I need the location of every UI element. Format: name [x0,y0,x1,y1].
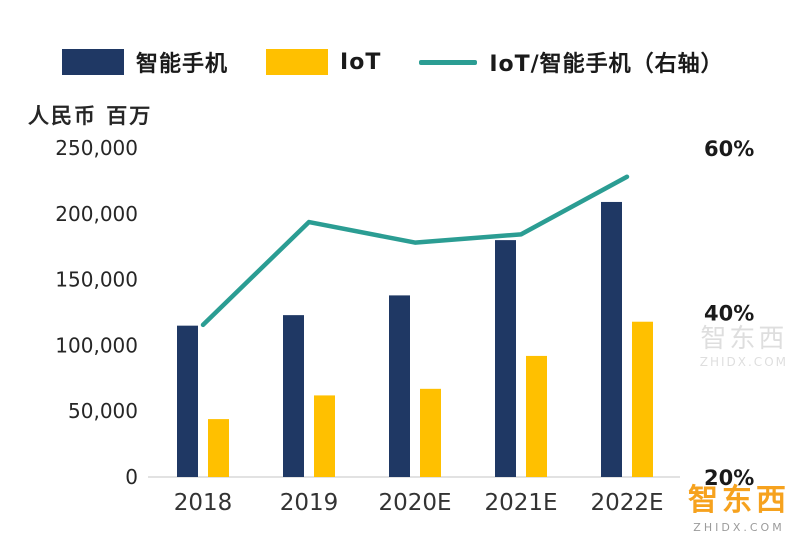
left-axis-tick-label: 50,000 [68,399,138,423]
x-axis-category-label: 2018 [174,490,233,516]
bar-IoT-2018 [208,419,229,477]
left-axis-tick-label: 100,000 [55,333,138,357]
smartphone-swatch [62,49,124,75]
left-axis-tick-label: 200,000 [55,202,138,226]
right-axis-tick-label: 40% [704,302,754,326]
bar-IoT-2021E [526,355,547,477]
legend-label-iot: IoT [340,49,382,75]
legend-label-smartphone: 智能手机 [136,52,229,77]
left-axis-tick-label: 250,000 [55,136,138,160]
left-axis-tick-label: 150,000 [55,268,138,292]
x-axis-category-label: 2020E [378,490,451,516]
legend: 智能手机 IoT IoT/智能手机（右轴） [62,46,724,78]
right-axis-tick-label: 20% [704,466,754,490]
legend-item-iot: IoT [266,49,381,75]
left-axis-tick-label: 0 [125,465,138,489]
legend-item-smartphone: 智能手机 [62,46,228,78]
x-axis-category-label: 2022E [590,490,663,516]
x-axis-category-label: 2019 [280,490,339,516]
x-axis-category-label: 2021E [484,490,557,516]
bar-IoT-2019 [314,395,335,477]
watermark-logo: 智东西 ZHIDX.COM [688,475,790,534]
bar-IoT-2020E [420,388,441,477]
bar-智能手机-2018 [177,325,198,477]
bar-IoT-2022E [632,321,653,477]
watermark-logo-text: 智东西 [688,483,790,518]
bar-智能手机-2020E [389,295,410,477]
left-axis-title: 人民币 百万 [28,104,153,128]
legend-label-ratio: IoT/智能手机（右轴） [489,52,724,77]
bar-智能手机-2022E [601,201,622,477]
watermark-logo-subtext: ZHIDX.COM [693,521,785,534]
iot-swatch [266,49,329,75]
line-ratio-series [200,174,630,328]
right-axis-tick-label: 60% [704,137,754,161]
bar-智能手机-2021E [495,240,516,477]
ratio-line-swatch [419,59,478,65]
legend-item-ratio: IoT/智能手机（右轴） [419,46,723,78]
bar-智能手机-2019 [283,315,304,477]
